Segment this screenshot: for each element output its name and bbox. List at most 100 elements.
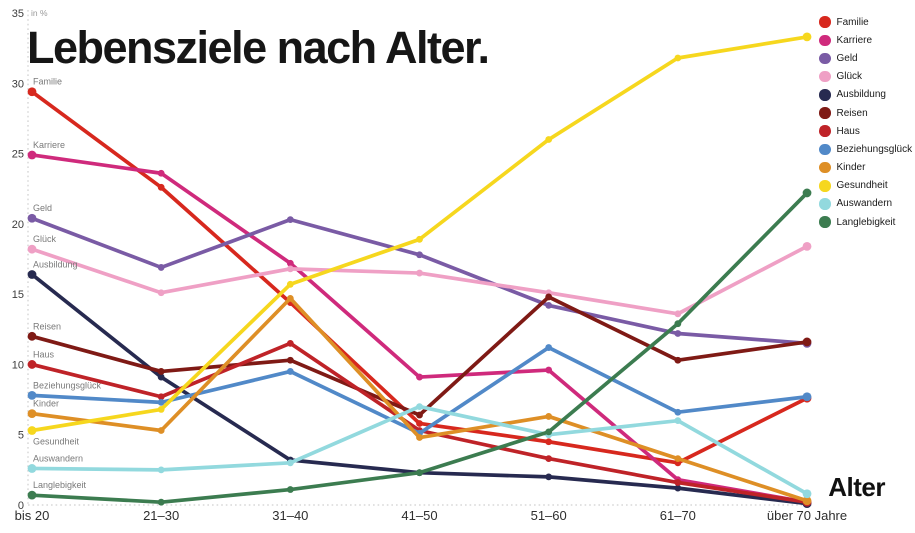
data-point bbox=[545, 293, 553, 301]
data-point bbox=[157, 264, 165, 271]
data-point bbox=[545, 428, 553, 436]
legend-item: Auswandern bbox=[819, 195, 912, 213]
data-point bbox=[545, 344, 553, 351]
data-point bbox=[545, 136, 553, 143]
legend-color-dot bbox=[819, 16, 831, 28]
data-point bbox=[802, 188, 812, 198]
data-point bbox=[27, 244, 37, 254]
data-point bbox=[286, 259, 294, 267]
series-start-label: Glück bbox=[33, 234, 57, 244]
data-point bbox=[157, 398, 165, 406]
data-point bbox=[27, 464, 37, 473]
data-point bbox=[674, 330, 682, 337]
y-tick-label: 30 bbox=[12, 78, 24, 90]
data-point bbox=[27, 87, 37, 97]
legend-color-dot bbox=[819, 143, 831, 156]
x-tick-label: 41–50 bbox=[401, 508, 437, 523]
legend-item: Familie bbox=[819, 13, 912, 31]
legend-label: Beziehungsglück bbox=[836, 143, 913, 155]
x-tick-label: 21–30 bbox=[143, 508, 179, 523]
data-point bbox=[802, 32, 812, 42]
x-tick-label: 61–70 bbox=[660, 508, 696, 523]
data-point bbox=[416, 235, 423, 243]
legend-color-dot bbox=[819, 70, 831, 83]
data-point bbox=[545, 438, 553, 446]
data-point bbox=[27, 213, 37, 223]
data-point bbox=[802, 496, 812, 506]
data-point bbox=[416, 373, 423, 381]
legend-label: Kinder bbox=[836, 162, 866, 174]
legend-label: Gesundheit bbox=[836, 180, 888, 192]
legend-label: Geld bbox=[836, 52, 858, 64]
legend-item: Karriere bbox=[819, 31, 912, 49]
data-point bbox=[286, 216, 294, 224]
series-start-label: Auswandern bbox=[33, 453, 83, 463]
data-point bbox=[286, 265, 294, 273]
data-point bbox=[286, 486, 294, 493]
series-start-label: Kinder bbox=[33, 399, 59, 409]
data-point bbox=[416, 403, 423, 411]
legend-item: Kinder bbox=[819, 159, 912, 177]
y-tick-label: 10 bbox=[12, 359, 24, 371]
y-tick-label: 35 bbox=[12, 8, 24, 20]
data-point bbox=[27, 270, 37, 279]
x-tick-label: 31–40 bbox=[272, 508, 308, 523]
y-axis-unit-label: in % bbox=[31, 8, 48, 18]
data-point bbox=[545, 413, 553, 420]
data-point bbox=[416, 469, 423, 477]
data-point bbox=[286, 356, 294, 364]
legend-color-dot bbox=[819, 34, 831, 47]
legend-label: Karriere bbox=[836, 34, 873, 46]
data-point bbox=[157, 169, 165, 177]
legend-item: Reisen bbox=[819, 104, 912, 122]
x-tick-label: über 70 Jahre bbox=[767, 508, 847, 523]
series-start-label: Beziehungsglück bbox=[33, 380, 102, 390]
legend-label: Ausbildung bbox=[836, 89, 886, 101]
legend-label: Auswandern bbox=[836, 198, 893, 210]
data-point bbox=[27, 360, 37, 369]
data-point bbox=[157, 427, 165, 434]
series-line-karriere bbox=[30, 153, 809, 505]
data-point bbox=[545, 301, 553, 309]
data-point bbox=[802, 489, 812, 499]
data-point bbox=[157, 393, 165, 401]
data-point bbox=[286, 368, 294, 375]
data-point bbox=[416, 411, 423, 419]
legend-color-dot bbox=[819, 161, 831, 174]
data-point bbox=[674, 408, 682, 416]
data-point bbox=[27, 150, 37, 160]
legend-color-dot bbox=[819, 89, 831, 101]
y-tick-label: 25 bbox=[12, 149, 24, 161]
legend-item: Beziehungsglück bbox=[819, 140, 912, 158]
legend-label: Reisen bbox=[836, 107, 868, 119]
data-point bbox=[286, 339, 294, 347]
legend-item: Glück bbox=[819, 68, 912, 86]
legend-item: Geld bbox=[819, 49, 912, 67]
data-point bbox=[674, 455, 682, 463]
data-point bbox=[545, 366, 553, 374]
legend-item: Ausbildung bbox=[819, 86, 912, 104]
series-start-label: Haus bbox=[33, 349, 55, 359]
data-point bbox=[157, 466, 165, 474]
data-point bbox=[27, 331, 37, 341]
data-point bbox=[157, 406, 165, 413]
series-start-label: Langlebigkeit bbox=[33, 480, 87, 490]
data-point bbox=[802, 337, 812, 347]
data-point bbox=[416, 434, 423, 441]
data-point bbox=[416, 420, 423, 427]
legend-label: Glück bbox=[836, 71, 863, 83]
data-point bbox=[157, 183, 165, 191]
data-point bbox=[286, 459, 294, 467]
data-point bbox=[27, 426, 37, 435]
series-line-reisen bbox=[30, 295, 809, 417]
data-point bbox=[674, 417, 682, 425]
data-point bbox=[802, 392, 812, 402]
x-tick-label: 51–60 bbox=[531, 508, 567, 523]
data-point bbox=[545, 473, 553, 481]
y-tick-label: 0 bbox=[18, 500, 24, 512]
data-point bbox=[674, 54, 682, 62]
data-point bbox=[27, 390, 37, 400]
legend-color-dot bbox=[819, 180, 831, 192]
legend-color-dot bbox=[819, 125, 831, 137]
